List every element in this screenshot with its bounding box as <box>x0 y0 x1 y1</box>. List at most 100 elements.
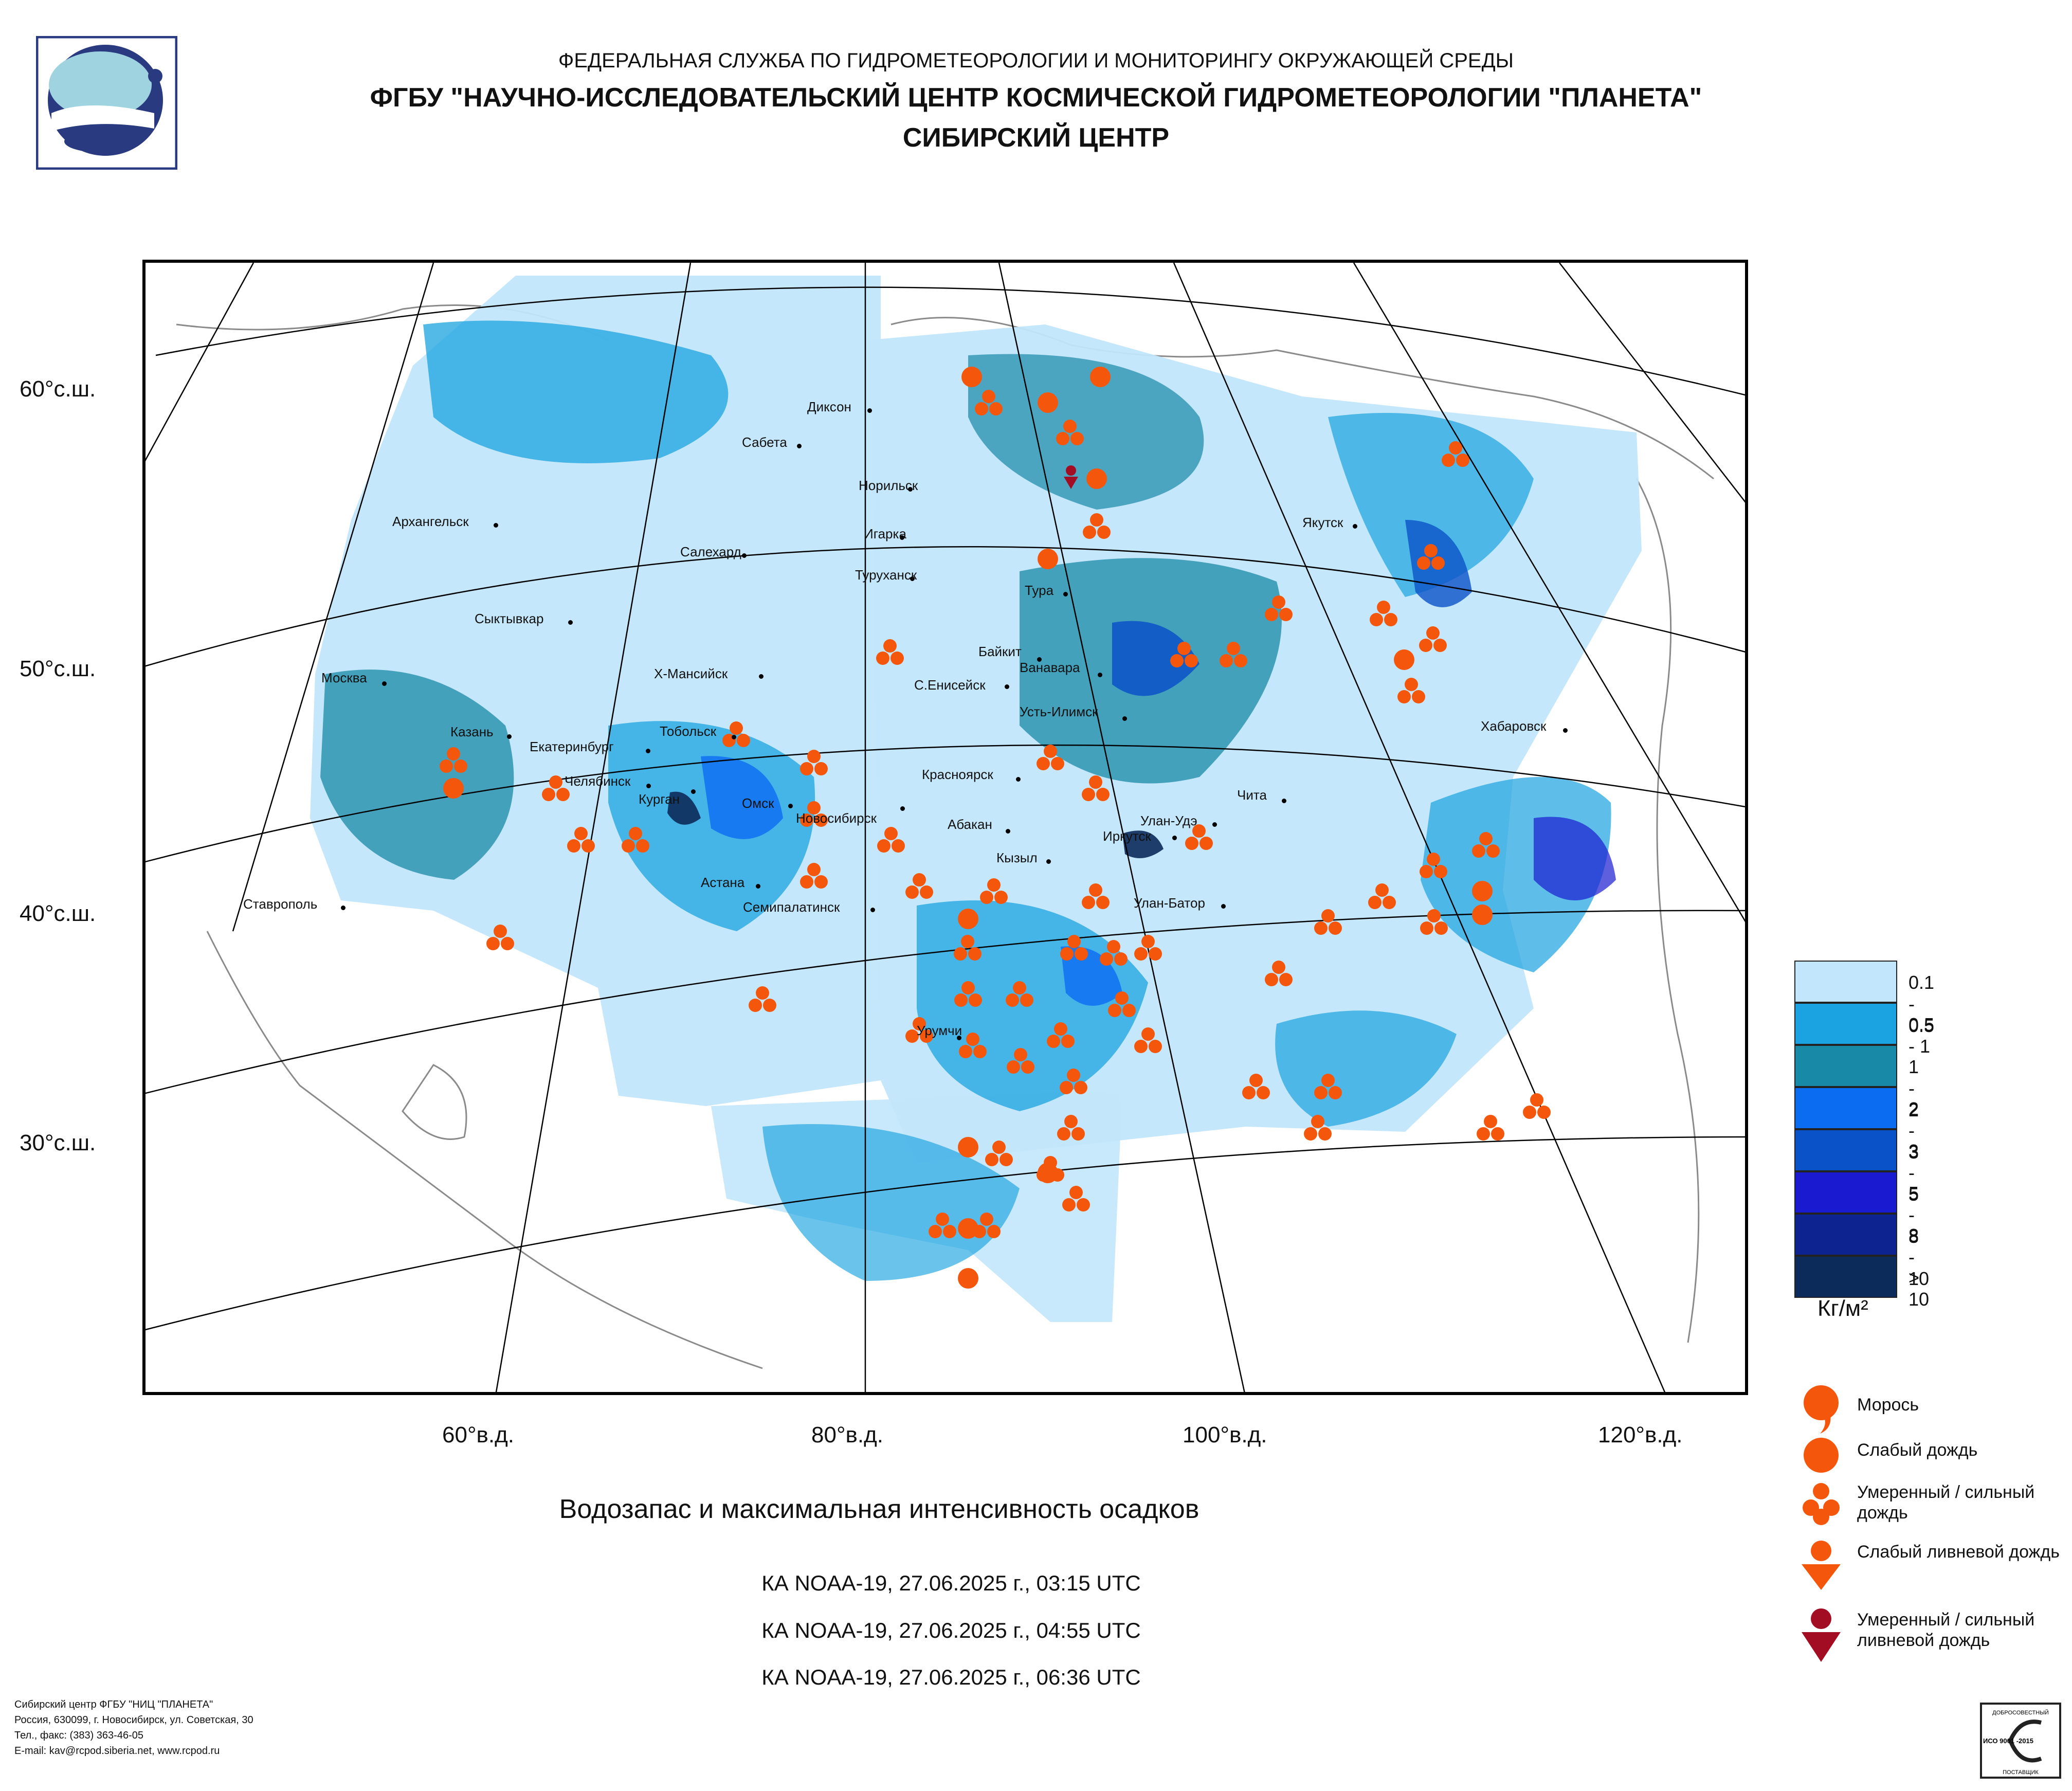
city-dot-chelyabinsk <box>646 784 651 788</box>
header-institute: ФГБУ "НАУЧНО-ИССЛЕДОВАТЕЛЬСКИЙ ЦЕНТР КОС… <box>370 83 1702 113</box>
precipitation-map: Диксон Сабета Норильск Игарка Туруханск … <box>142 260 1748 1395</box>
drizzle-comma-icon <box>1804 1385 1839 1434</box>
legend-swatch-0 <box>1794 961 1897 1003</box>
city-dot-sabeta <box>797 444 802 448</box>
legend-swatch-7 <box>1794 1256 1897 1298</box>
satellite-pass-3: КА NOAA-19, 27.06.2025 г., 06:36 UTC <box>761 1665 1141 1689</box>
city-dot-kurgan <box>691 789 696 794</box>
legend-label-6: 8 - 10 <box>1909 1225 1930 1289</box>
header-agency: ФЕДЕРАЛЬНАЯ СЛУЖБА ПО ГИДРОМЕТЕОРОЛОГИИ … <box>558 49 1514 72</box>
city-label-s-eniseysk: С.Енисейск <box>914 677 986 693</box>
city-dot-ekaterinburg <box>646 749 650 753</box>
header-center: СИБИРСКИЙ ЦЕНТР <box>902 123 1170 153</box>
city-label-sabeta: Сабета <box>742 435 787 450</box>
city-label-arkhangelsk: Архангельск <box>392 514 469 529</box>
city-dot-baykit <box>1037 657 1042 662</box>
city-dot-tura <box>1063 592 1068 596</box>
city-dot-ulaanbaatar <box>1221 904 1226 909</box>
iso-top-text: ДОБРОСОВЕСТНЫЙ <box>1992 1709 2049 1716</box>
city-dot-khanty-mansiysk <box>759 674 764 679</box>
city-label-salekhard: Салехард <box>680 544 741 559</box>
city-label-khabarovsk: Хабаровск <box>1481 718 1547 734</box>
city-dot-kazan <box>507 734 512 739</box>
city-label-urumqi: Урумчи <box>917 1023 962 1038</box>
city-label-norilsk: Норильск <box>859 478 918 493</box>
legend-swatch-2 <box>1794 1045 1897 1087</box>
footer-address: Россия, 630099, г. Новосибирск, ул. Сове… <box>14 1714 253 1726</box>
legend-label-3: 2 - 3 <box>1909 1098 1919 1163</box>
legend-label-5: 5 - 8 <box>1909 1183 1919 1247</box>
map-caption: Водозапас и максимальная интенсивность о… <box>559 1494 1199 1524</box>
legend-swatch-5 <box>1794 1171 1897 1214</box>
city-label-ulan-ude: Улан-Удэ <box>1140 813 1197 828</box>
city-label-khanty-mansiysk: Х-Мансийск <box>654 666 728 681</box>
city-label-vanavara: Ванавара <box>1020 660 1080 675</box>
city-label-irkutsk: Иркутск <box>1103 828 1151 844</box>
lon-label-60: 60°в.д. <box>442 1422 515 1448</box>
city-label-omsk: Омск <box>742 795 774 811</box>
city-dot-semipalatinsk <box>870 908 875 912</box>
legend-swatch-4 <box>1794 1129 1897 1171</box>
precip-symbols <box>440 367 1551 1289</box>
city-label-astana: Астана <box>701 875 745 890</box>
footer-contacts: Сибирский центр ФГБУ "НИЦ "ПЛАНЕТА" Росс… <box>14 1697 253 1759</box>
legend-swatch-3 <box>1794 1087 1897 1129</box>
city-label-kurgan: Курган <box>639 791 680 807</box>
city-dot-turukhansk <box>910 576 915 581</box>
city-label-igarka: Игарка <box>864 526 906 541</box>
precip-three-dots <box>440 390 1551 1238</box>
city-dot-ust-ilimsk <box>1122 716 1127 721</box>
city-dot-astana <box>756 884 760 889</box>
city-dot-salekhard <box>742 553 747 558</box>
city-dot-urumqi <box>957 1036 961 1040</box>
water-patches <box>320 320 1616 1281</box>
city-label-stavropol: Ставрополь <box>243 896 318 912</box>
map-graphics <box>146 263 1745 1392</box>
city-label-novosibirsk: Новосибирск <box>796 810 877 826</box>
legend-label-7: > 10 <box>1909 1267 1930 1310</box>
city-dot-irkutsk <box>1172 836 1177 840</box>
dot-over-triangle-icon-dark <box>1802 1608 1841 1662</box>
large-dot-icon <box>1804 1438 1839 1473</box>
city-dot-syktyvkar <box>568 620 573 625</box>
city-label-kyzyl: Кызыл <box>996 850 1038 865</box>
lat-label-40: 40°с.ш. <box>20 901 96 926</box>
legend-swatch-6 <box>1794 1214 1897 1256</box>
city-label-tobolsk: Тобольск <box>660 723 717 739</box>
iso-code-text: ИСО 9001 -2015 <box>1983 1737 2033 1745</box>
legend-label-0: 0.1 - 0.5 <box>1909 972 1935 1036</box>
footer-email: E-mail: kav@rcpod.siberia.net, www.rcpod… <box>14 1745 220 1757</box>
precip-large-dots <box>443 367 1493 1289</box>
city-dot-vanavara <box>1098 673 1102 677</box>
planeta-logo <box>35 35 178 170</box>
city-dot-yakutsk <box>1353 524 1357 529</box>
city-label-tura: Тура <box>1025 583 1054 598</box>
lon-label-80: 80°в.д. <box>811 1422 884 1448</box>
city-dot-s-eniseysk <box>1005 684 1009 689</box>
iso-bottom-text: ПОСТАВЩИК <box>2003 1769 2039 1776</box>
precip-legend-label-1: Слабый дождь <box>1857 1440 1978 1460</box>
lat-label-60: 60°с.ш. <box>20 376 96 402</box>
precip-legend-label-3: Слабый ливневой дождь <box>1857 1542 2060 1562</box>
precip-heavy-showers <box>1064 465 1078 489</box>
legend-label-4: 3 - 5 <box>1909 1141 1919 1205</box>
precip-legend-label-2: Умеренный / сильный дождь <box>1857 1482 2035 1523</box>
lon-label-120: 120°в.д. <box>1598 1422 1683 1448</box>
lat-label-30: 30°с.ш. <box>20 1130 96 1155</box>
city-dot-norilsk <box>908 487 913 492</box>
precip-legend-label-4: Умеренный / сильный ливневой дождь <box>1857 1610 2035 1650</box>
legend-swatch-1 <box>1794 1003 1897 1045</box>
precip-legend-symbols <box>1802 1385 1841 1662</box>
satellite-pass-2: КА NOAA-19, 27.06.2025 г., 04:55 UTC <box>761 1618 1141 1642</box>
legend-label-1: 0.5 - 1 <box>1909 1014 1935 1057</box>
legend-unit: Кг/м² <box>1817 1296 1868 1321</box>
city-label-semipalatinsk: Семипалатинск <box>743 899 840 915</box>
graticule <box>146 263 1745 1392</box>
city-dot-novosibirsk <box>900 806 905 811</box>
city-label-ust-ilimsk: Усть-Илимск <box>1020 704 1098 719</box>
iso-badge: ДОБРОСОВЕСТНЫЙ ИСО 9001 -2015 ПОСТАВЩИК <box>1979 1702 2062 1779</box>
city-label-baykit: Байкит <box>978 644 1022 659</box>
city-label-yakutsk: Якутск <box>1302 515 1343 530</box>
lon-label-100: 100°в.д. <box>1183 1422 1267 1448</box>
city-dot-stavropol <box>341 906 346 910</box>
